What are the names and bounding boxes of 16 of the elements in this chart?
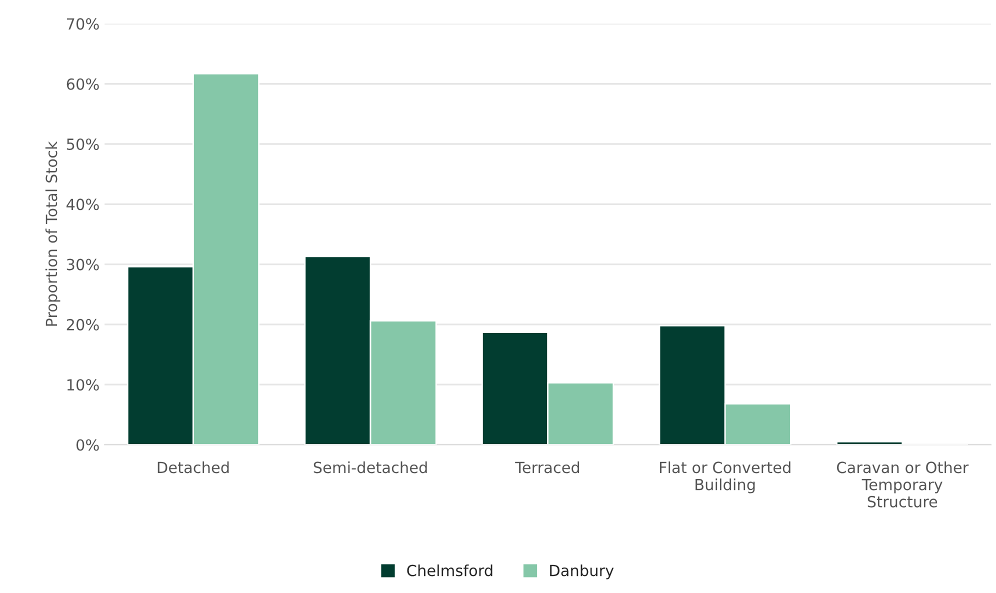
y-tick-label: 70% xyxy=(67,18,99,30)
x-tick-label: Terraced xyxy=(515,461,580,474)
x-tick-label: Flat or Converted Building xyxy=(660,461,790,494)
x-tick-label: Semi-detached xyxy=(314,461,427,474)
y-tick-label: 50% xyxy=(66,138,99,150)
x-tick-label: Caravan or Other Temporary Structure xyxy=(836,461,969,508)
y-tick-label: 20% xyxy=(66,318,99,330)
legend-label: Chelmsford xyxy=(407,564,492,576)
y-tick-label: 30% xyxy=(66,258,99,270)
legend-label: Danbury xyxy=(550,564,614,580)
y-tick-label: 10% xyxy=(67,379,99,391)
y-tick-label: 60% xyxy=(66,78,99,90)
x-tick-label: Detached xyxy=(158,461,229,474)
y-tick-label: 0% xyxy=(76,439,99,451)
y-axis-title: Proportion of Total Stock xyxy=(45,141,60,326)
y-tick-label: 40% xyxy=(66,198,99,210)
